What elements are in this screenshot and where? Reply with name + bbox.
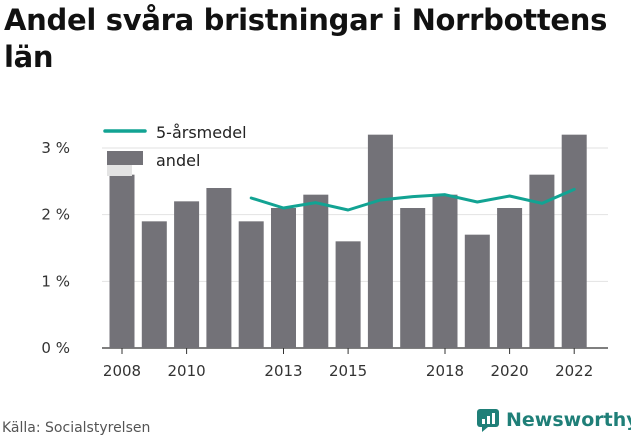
bar <box>238 221 264 348</box>
bar <box>432 194 458 348</box>
source-note: Källa: Socialstyrelsen <box>2 420 151 436</box>
bar <box>303 194 329 348</box>
legend-bar-swatch-bg <box>107 165 132 176</box>
y-tick-label: 0 % <box>41 339 70 357</box>
newsworthy-brand[interactable]: Newsworthy <box>476 408 631 432</box>
bar <box>335 241 361 348</box>
y-tick-label: 2 % <box>41 206 70 224</box>
x-tick-label: 2018 <box>426 362 464 380</box>
bar <box>400 208 426 348</box>
bar <box>271 208 296 348</box>
y-tick-label: 3 % <box>41 139 70 157</box>
bar <box>174 201 200 348</box>
bar <box>464 234 490 348</box>
x-tick-label: 2010 <box>168 362 206 380</box>
chart-title: Andel svåra bristningar i Norrbottens lä… <box>4 3 608 74</box>
legend-bar-swatch <box>107 151 143 165</box>
chart: 0 % 1 % 2 % 3 % 2008 2010 2013 2015 2018 2020 2022… <box>41 123 608 380</box>
bar <box>561 134 587 348</box>
bar <box>497 208 523 348</box>
legend-label-line: 5-årsmedel <box>156 123 247 142</box>
x-tick-label: 2020 <box>491 362 529 380</box>
newsworthy-logo-icon <box>477 409 499 432</box>
bar <box>109 174 135 348</box>
bar <box>367 134 393 348</box>
bar <box>206 188 232 348</box>
y-tick-label: 1 % <box>41 272 70 290</box>
legend-label-bar: andel <box>156 151 200 170</box>
x-tick-label: 2008 <box>103 362 141 380</box>
x-tick-label: 2013 <box>264 362 302 380</box>
series-line-5-arsmedel <box>249 187 576 212</box>
x-tick-label: 2022 <box>555 362 593 380</box>
brand-name: Newsworthy <box>506 409 631 431</box>
x-tick-label: 2015 <box>329 362 367 380</box>
bar <box>141 221 167 348</box>
